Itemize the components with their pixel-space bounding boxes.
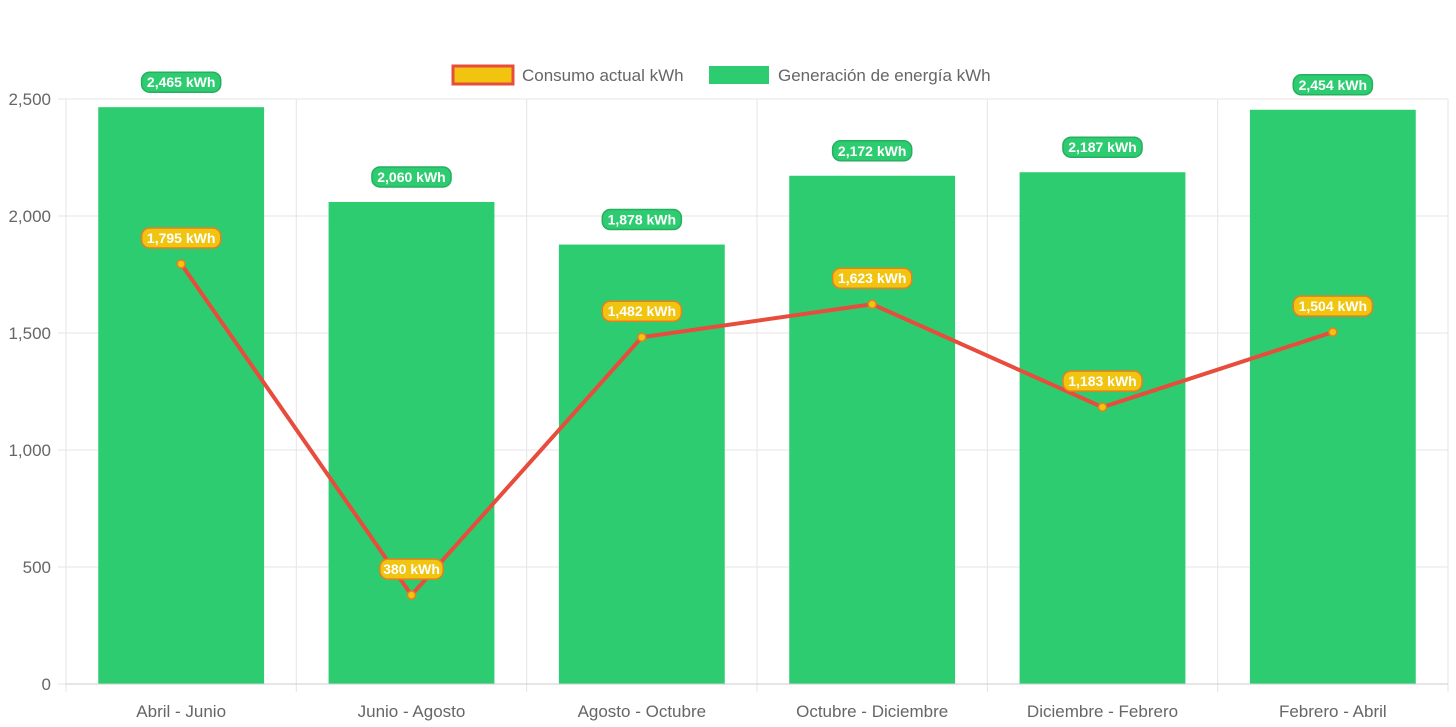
- bar-data-label-text: 1,878 kWh: [608, 212, 676, 228]
- x-tick-label: Febrero - Abril: [1279, 702, 1387, 721]
- line-data-label-text: 1,504 kWh: [1299, 298, 1367, 314]
- x-tick-label: Octubre - Diciembre: [796, 702, 948, 721]
- bar-data-label-text: 2,454 kWh: [1299, 77, 1367, 93]
- line-data-label-bg: [1292, 295, 1374, 317]
- bar-data-label-text: 2,465 kWh: [147, 74, 215, 90]
- axis-layer: 0 500 1,000 1,500 2,000 2,500 Abril - Junio Jun…: [8, 90, 1448, 721]
- y-tick-label: 0: [42, 675, 51, 694]
- line-data-label-bg: [831, 267, 913, 289]
- bar-generacion: [1019, 172, 1186, 684]
- legend-label-generacion[interactable]: Generación de energía kWh: [778, 66, 991, 85]
- bar-data-label-text: 2,060 kWh: [377, 169, 445, 185]
- line-data-label: 1,795 kWh: [140, 227, 222, 249]
- line-data-label-bg: [1062, 370, 1143, 392]
- bar-data-label: 2,172 kWh: [831, 140, 913, 162]
- point-consumo: [1097, 402, 1108, 412]
- line-layer: [176, 259, 1338, 600]
- bar-data-label-bg: [831, 140, 913, 162]
- legend-swatch-generacion[interactable]: [709, 66, 769, 84]
- bar-data-label-bg: [371, 166, 452, 188]
- line-data-label: 1,183 kWh: [1062, 370, 1143, 392]
- line-data-label: 1,482 kWh: [601, 300, 683, 322]
- x-tick-label: Agosto - Octubre: [578, 702, 707, 721]
- x-tick-label: Abril - Junio: [136, 702, 226, 721]
- point-consumo: [1328, 327, 1338, 337]
- x-tick-label: Junio - Agosto: [358, 702, 466, 721]
- line-consumo: [179, 262, 1334, 598]
- x-tick-label: Diciembre - Febrero: [1027, 702, 1178, 721]
- line-data-label: 380 kWh: [379, 558, 444, 580]
- line-data-label-text: 1,795 kWh: [147, 230, 215, 246]
- bar-data-label: 2,465 kWh: [140, 71, 222, 93]
- bar-generacion: [98, 107, 265, 684]
- point-consumo: [867, 299, 877, 309]
- bars-layer: [98, 107, 1416, 685]
- bar-data-label-bg: [601, 208, 683, 231]
- legend[interactable]: Consumo actual kWh Generación de energía…: [451, 64, 991, 86]
- bar-data-label: 2,060 kWh: [371, 166, 452, 188]
- bar-generacion: [1249, 109, 1416, 685]
- line-data-label-text: 1,623 kWh: [838, 270, 906, 286]
- labels-layer: 2,465 kWh 2,060 kWh 1,878 kWh 2,172 kWh 2,18…: [140, 71, 1374, 580]
- bar-generacion: [789, 175, 956, 684]
- line-data-label: 1,504 kWh: [1292, 295, 1374, 317]
- bar-data-label: 2,187 kWh: [1062, 136, 1143, 158]
- point-consumo: [176, 259, 186, 269]
- bar-data-label-text: 2,172 kWh: [838, 143, 906, 159]
- bar-generacion: [328, 201, 495, 684]
- grid-layer: [58, 98, 1449, 692]
- point-consumo: [637, 332, 647, 342]
- bar-data-label-bg: [1292, 74, 1374, 96]
- line-data-label-bg: [140, 227, 222, 249]
- bar-data-label: 1,878 kWh: [601, 208, 683, 231]
- y-tick-label: 1,000: [8, 441, 51, 460]
- legend-swatch-consumo[interactable]: [451, 64, 515, 86]
- line-data-label-text: 1,482 kWh: [608, 303, 676, 319]
- line-data-label-bg: [601, 300, 683, 322]
- bar-data-label-bg: [1062, 136, 1143, 158]
- y-tick-label: 500: [23, 558, 51, 577]
- point-consumo: [406, 590, 417, 600]
- y-tick-label: 2,500: [8, 90, 51, 109]
- legend-label-consumo[interactable]: Consumo actual kWh: [522, 66, 684, 85]
- line-data-label: 1,623 kWh: [831, 267, 913, 289]
- y-tick-label: 2,000: [8, 207, 51, 226]
- line-data-label-text: 1,183 kWh: [1068, 373, 1136, 389]
- line-data-label-bg: [379, 558, 444, 580]
- line-data-label-text: 380 kWh: [383, 561, 440, 577]
- bar-data-label-text: 2,187 kWh: [1068, 139, 1136, 155]
- bar-data-label-bg: [140, 71, 222, 93]
- bar-data-label: 2,454 kWh: [1292, 74, 1374, 96]
- y-tick-label: 1,500: [8, 324, 51, 343]
